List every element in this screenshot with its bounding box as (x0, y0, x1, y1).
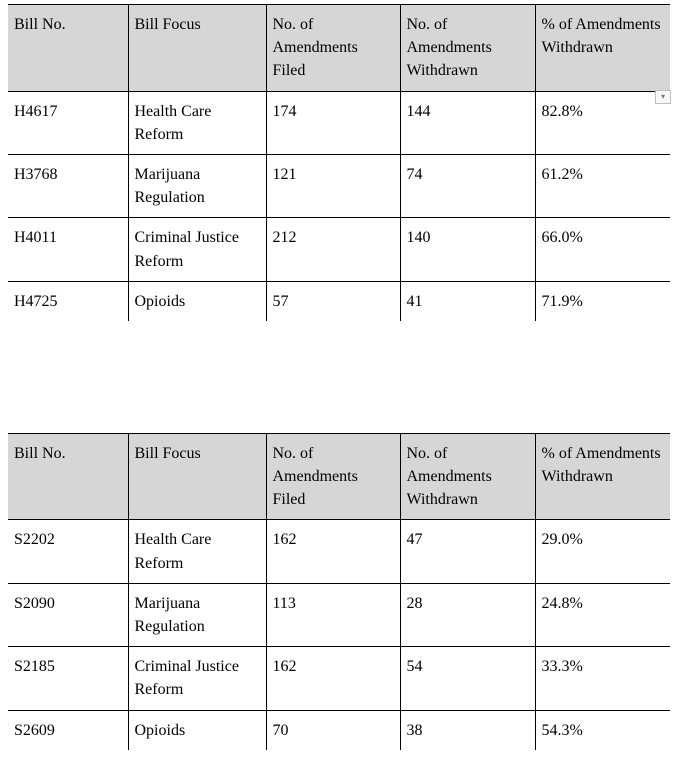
cell-filed: 57 (266, 281, 400, 321)
col-header-filed: No. of Amendments Filed (266, 433, 400, 520)
cell-bill-focus: Marijuana Regulation (128, 154, 266, 217)
cell-withdrawn: 47 (400, 520, 535, 583)
cell-bill-focus: Health Care Reform (128, 91, 266, 154)
table-row: S2185 Criminal Justice Reform 162 54 33.… (8, 647, 670, 710)
col-header-bill-no: Bill No. (8, 433, 128, 520)
cell-withdrawn: 140 (400, 218, 535, 281)
cell-pct: 82.8% (535, 91, 670, 154)
col-header-filed: No. of Amendments Filed (266, 5, 400, 92)
cell-bill-focus: Health Care Reform (128, 520, 266, 583)
cell-bill-no: S2202 (8, 520, 128, 583)
cell-bill-no: S2185 (8, 647, 128, 710)
cell-bill-no: H4617 (8, 91, 128, 154)
dropdown-toggle[interactable]: ▾ (655, 90, 671, 104)
cell-pct: 54.3% (535, 710, 670, 750)
cell-bill-no: H3768 (8, 154, 128, 217)
col-header-withdrawn: No. of Amendments Withdrawn (400, 5, 535, 92)
table-row: S2202 Health Care Reform 162 47 29.0% (8, 520, 670, 583)
cell-filed: 121 (266, 154, 400, 217)
cell-filed: 113 (266, 583, 400, 646)
cell-bill-focus: Criminal Justice Reform (128, 647, 266, 710)
table-gap (8, 321, 671, 433)
cell-filed: 174 (266, 91, 400, 154)
col-header-bill-focus: Bill Focus (128, 5, 266, 92)
col-header-pct-withdrawn: % of Amendments Withdrawn (535, 433, 670, 520)
col-header-pct-withdrawn: % of Amendments Withdrawn (535, 5, 670, 92)
cell-bill-focus: Marijuana Regulation (128, 583, 266, 646)
col-header-bill-no: Bill No. (8, 5, 128, 92)
cell-pct: 24.8% (535, 583, 670, 646)
col-header-bill-focus: Bill Focus (128, 433, 266, 520)
cell-withdrawn: 38 (400, 710, 535, 750)
table-header-row: Bill No. Bill Focus No. of Amendments Fi… (8, 433, 670, 520)
cell-filed: 212 (266, 218, 400, 281)
cell-filed: 70 (266, 710, 400, 750)
cell-pct: 33.3% (535, 647, 670, 710)
cell-bill-focus: Opioids (128, 281, 266, 321)
cell-filed: 162 (266, 520, 400, 583)
cell-pct: 61.2% (535, 154, 670, 217)
table-row: S2609 Opioids 70 38 54.3% (8, 710, 670, 750)
cell-bill-focus: Opioids (128, 710, 266, 750)
cell-withdrawn: 144 (400, 91, 535, 154)
cell-pct: 66.0% (535, 218, 670, 281)
col-header-withdrawn: No. of Amendments Withdrawn (400, 433, 535, 520)
cell-bill-no: H4011 (8, 218, 128, 281)
cell-withdrawn: 41 (400, 281, 535, 321)
cell-bill-no: S2090 (8, 583, 128, 646)
bills-table-senate: Bill No. Bill Focus No. of Amendments Fi… (8, 433, 670, 750)
table-row: H4725 Opioids 57 41 71.9% (8, 281, 670, 321)
cell-bill-focus: Criminal Justice Reform (128, 218, 266, 281)
cell-pct: 29.0% (535, 520, 670, 583)
cell-withdrawn: 74 (400, 154, 535, 217)
table-row: H4617 Health Care Reform 174 144 82.8% (8, 91, 670, 154)
cell-filed: 162 (266, 647, 400, 710)
cell-pct: 71.9% (535, 281, 670, 321)
table-row: H4011 Criminal Justice Reform 212 140 66… (8, 218, 670, 281)
cell-withdrawn: 54 (400, 647, 535, 710)
cell-bill-no: S2609 (8, 710, 128, 750)
table-row: H3768 Marijuana Regulation 121 74 61.2% (8, 154, 670, 217)
cell-withdrawn: 28 (400, 583, 535, 646)
table-header-row: Bill No. Bill Focus No. of Amendments Fi… (8, 5, 670, 92)
cell-bill-no: H4725 (8, 281, 128, 321)
bills-table-house: Bill No. Bill Focus No. of Amendments Fi… (8, 4, 670, 321)
table-row: S2090 Marijuana Regulation 113 28 24.8% (8, 583, 670, 646)
